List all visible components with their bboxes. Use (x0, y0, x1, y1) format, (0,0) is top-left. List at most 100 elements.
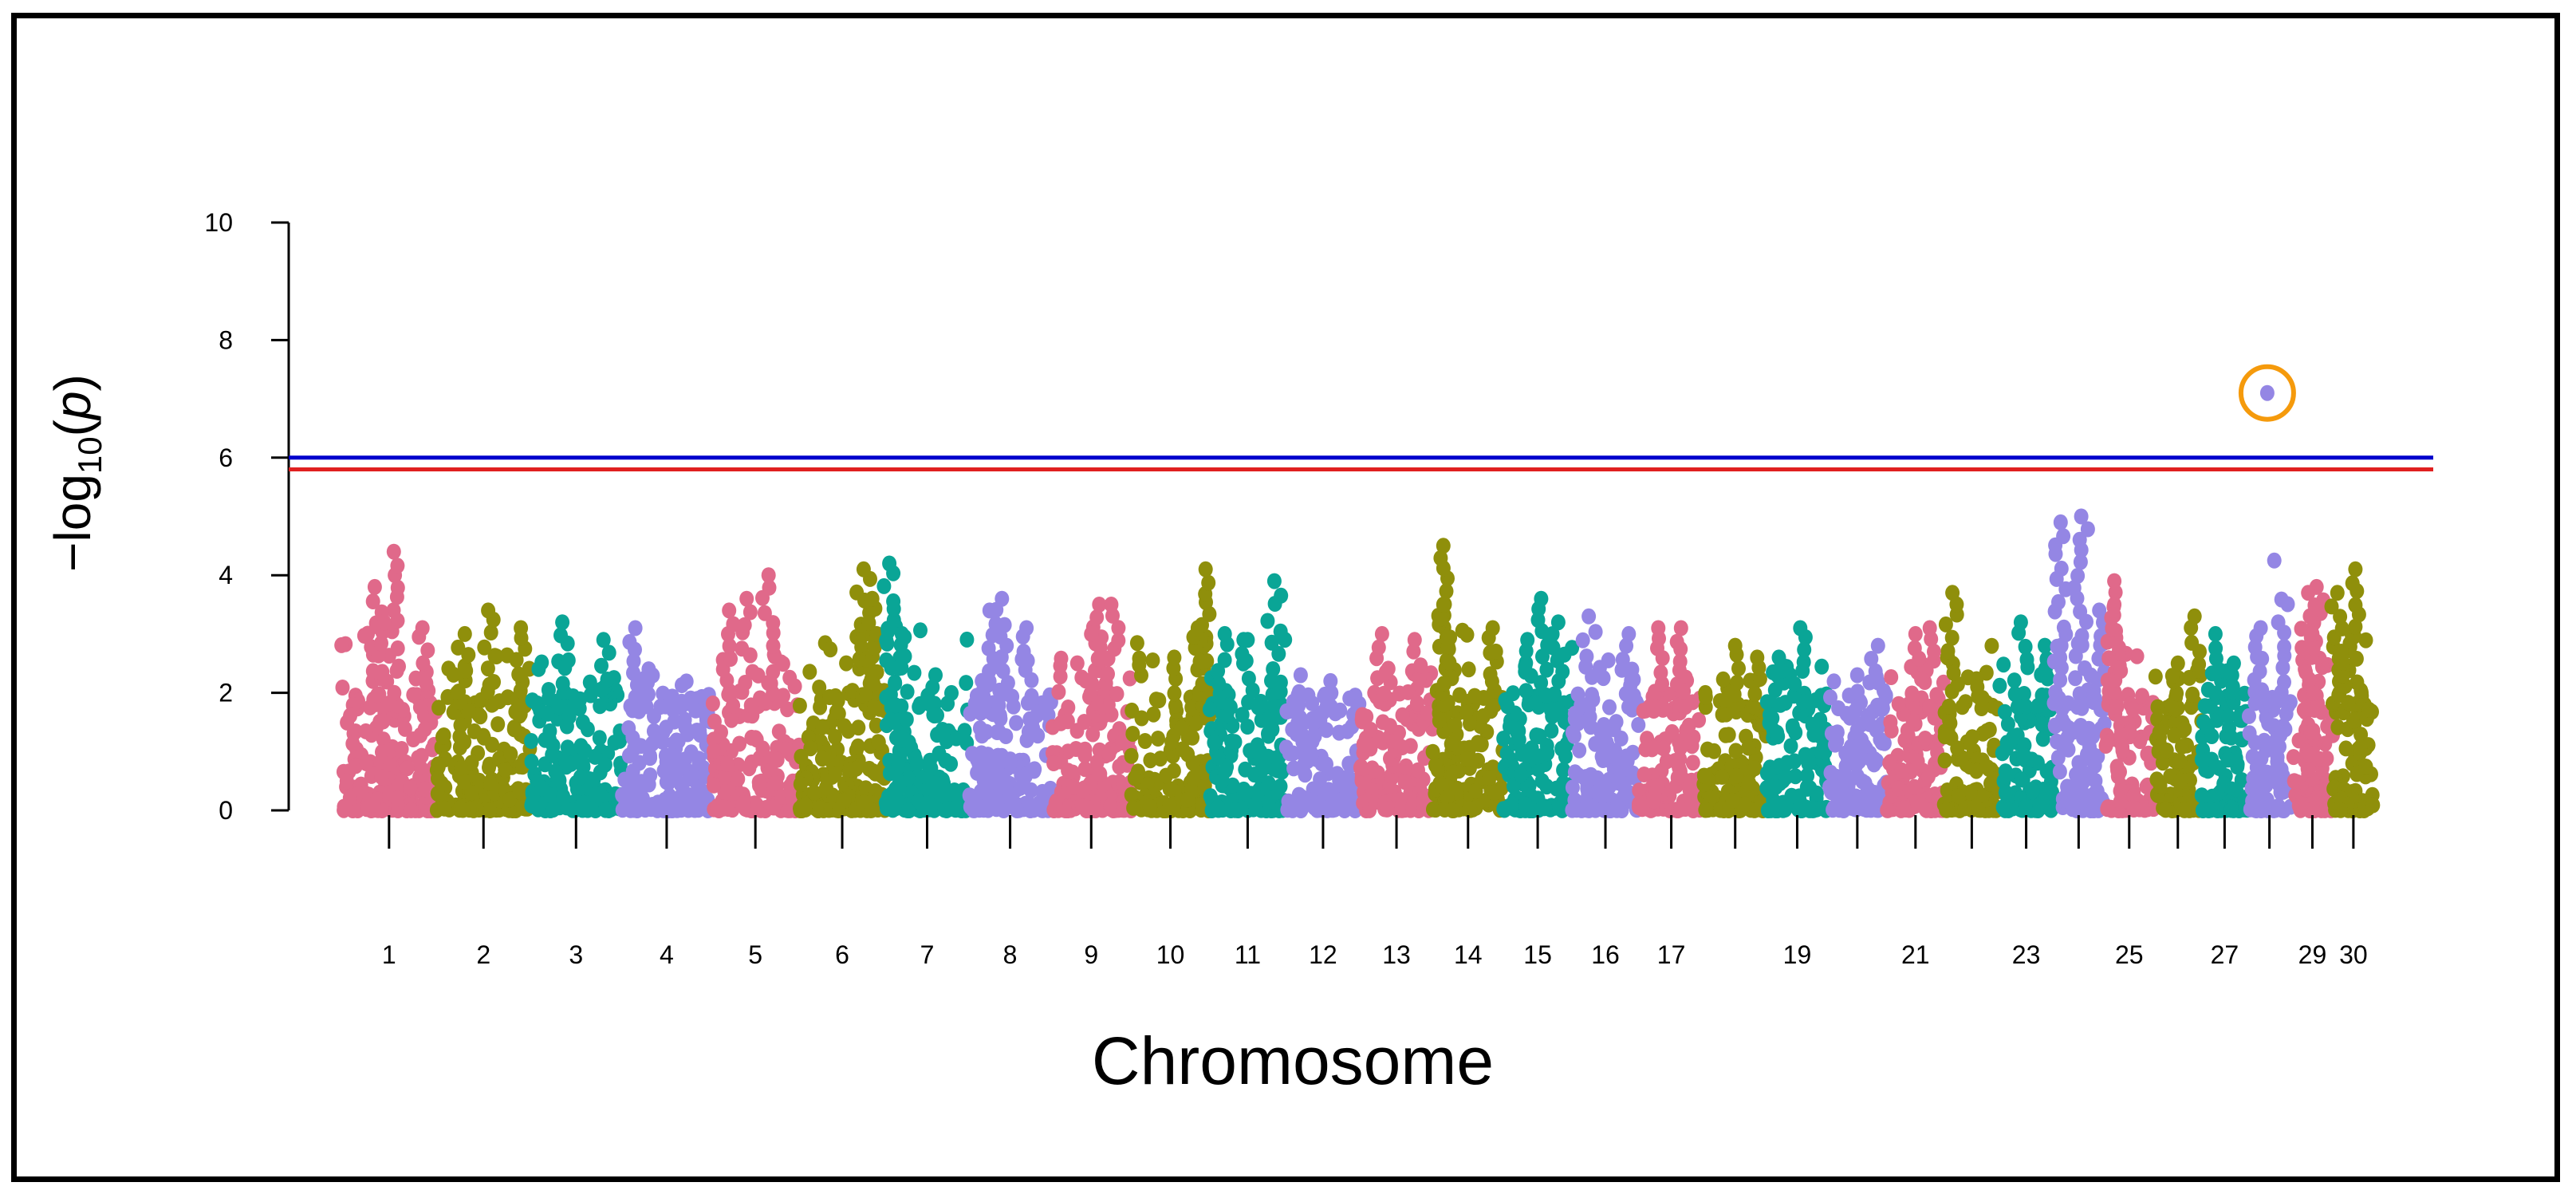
snp-point (1996, 656, 2011, 673)
snp-point (1292, 799, 1307, 816)
peak-point (865, 590, 880, 607)
snp-point (1240, 719, 1255, 735)
snp-point (2353, 739, 2368, 755)
snp-point (735, 795, 750, 811)
snp-point (1572, 742, 1587, 759)
peak-point (1374, 625, 1389, 642)
snp-point (486, 674, 501, 690)
snp-point (1698, 689, 1713, 705)
x-tick-label: 11 (1235, 940, 1261, 969)
snp-point (2176, 802, 2192, 818)
snp-point (2158, 802, 2173, 818)
snp-point (752, 777, 766, 794)
snp-point (2159, 742, 2174, 759)
snp-point (659, 719, 674, 736)
chromosome-10-points (1124, 561, 1220, 818)
snp-point (1446, 764, 1460, 781)
snp-point (1378, 664, 1393, 680)
snp-point (1359, 708, 1374, 725)
snp-point (1741, 739, 1756, 756)
snp-point (1979, 723, 1995, 739)
snp-point (2303, 802, 2318, 818)
snp-point (1090, 650, 1105, 667)
snp-point (679, 673, 694, 690)
snp-point (459, 663, 474, 679)
peak-point (1945, 585, 1960, 601)
x-axis-title: Chromosome (1092, 1023, 1494, 1098)
snp-point (2113, 663, 2129, 680)
snp-point (850, 738, 865, 755)
peak-point (2334, 644, 2349, 660)
peak-point (596, 632, 611, 648)
figure-frame: 0 2 4 6 8 10 1 2 3 4 5 6 7 8 9 10 11 12 13 14 15 16 17 19 21 23 2… (11, 13, 2560, 1182)
snp-point (1546, 639, 1561, 656)
snp-point (2204, 802, 2218, 818)
snp-point (1500, 698, 1515, 715)
snp-point (2167, 727, 2182, 743)
x-tick-label: 3 (569, 940, 583, 969)
peak-point (1240, 632, 1255, 648)
snp-point (2074, 628, 2090, 644)
x-tick-label: 15 (1523, 940, 1552, 969)
snp-point (400, 760, 415, 777)
snp-point (1442, 654, 1457, 671)
snp-point (2104, 609, 2119, 626)
snp-point (1984, 637, 1999, 654)
x-tick-label: 27 (2211, 940, 2239, 969)
snp-point (1416, 790, 1432, 807)
peak-point (2253, 620, 2268, 636)
x-tick-label: 14 (1454, 940, 1483, 969)
snp-point (719, 800, 735, 817)
chromosome-21-points (1880, 620, 1951, 818)
snp-point (1894, 762, 1909, 778)
snp-point (661, 801, 676, 818)
chromosome-30-points (2324, 561, 2381, 818)
snp-point (2014, 771, 2029, 788)
snp-point (1325, 797, 1340, 814)
snp-point (1615, 652, 1630, 668)
peak-point (722, 602, 737, 619)
snp-point (483, 802, 498, 818)
snp-point (1613, 730, 1629, 747)
snp-point (1539, 661, 1554, 678)
snp-point (722, 638, 737, 654)
snp-point (1582, 798, 1597, 814)
snp-point (2204, 728, 2220, 744)
snp-point (1938, 616, 1953, 632)
snp-point (1850, 684, 1865, 700)
snp-point (2320, 718, 2335, 735)
snp-point (1356, 736, 1371, 753)
snp-point (1797, 641, 1812, 658)
snp-point (1729, 767, 1744, 784)
snp-point (335, 680, 350, 696)
snp-point (1268, 699, 1283, 715)
snp-point (1368, 766, 1383, 783)
snp-point (633, 738, 648, 755)
snp-point (630, 688, 644, 704)
chromosome-19-points (1759, 620, 1834, 818)
snp-point (768, 774, 783, 791)
snp-point (737, 617, 752, 633)
peak-point (1092, 597, 1107, 613)
snp-point (553, 627, 568, 644)
snp-point (659, 774, 674, 790)
snp-point (707, 743, 721, 759)
snp-point (1026, 720, 1041, 737)
snp-point (766, 799, 782, 816)
snp-point (1323, 784, 1338, 801)
snp-point (1048, 794, 1063, 811)
peak-point (1407, 632, 1422, 648)
snp-point (1111, 632, 1126, 649)
snp-point (2255, 650, 2270, 667)
snp-point (695, 783, 710, 799)
snp-point (1318, 686, 1333, 703)
snp-point (2306, 640, 2321, 656)
snp-point (900, 684, 915, 700)
peak-point (2170, 655, 2185, 672)
snp-point (435, 729, 450, 745)
snp-point (677, 711, 692, 728)
snp-point (899, 711, 914, 727)
snp-point (1126, 799, 1141, 816)
peak-point (739, 590, 754, 607)
snp-point (2018, 638, 2033, 655)
